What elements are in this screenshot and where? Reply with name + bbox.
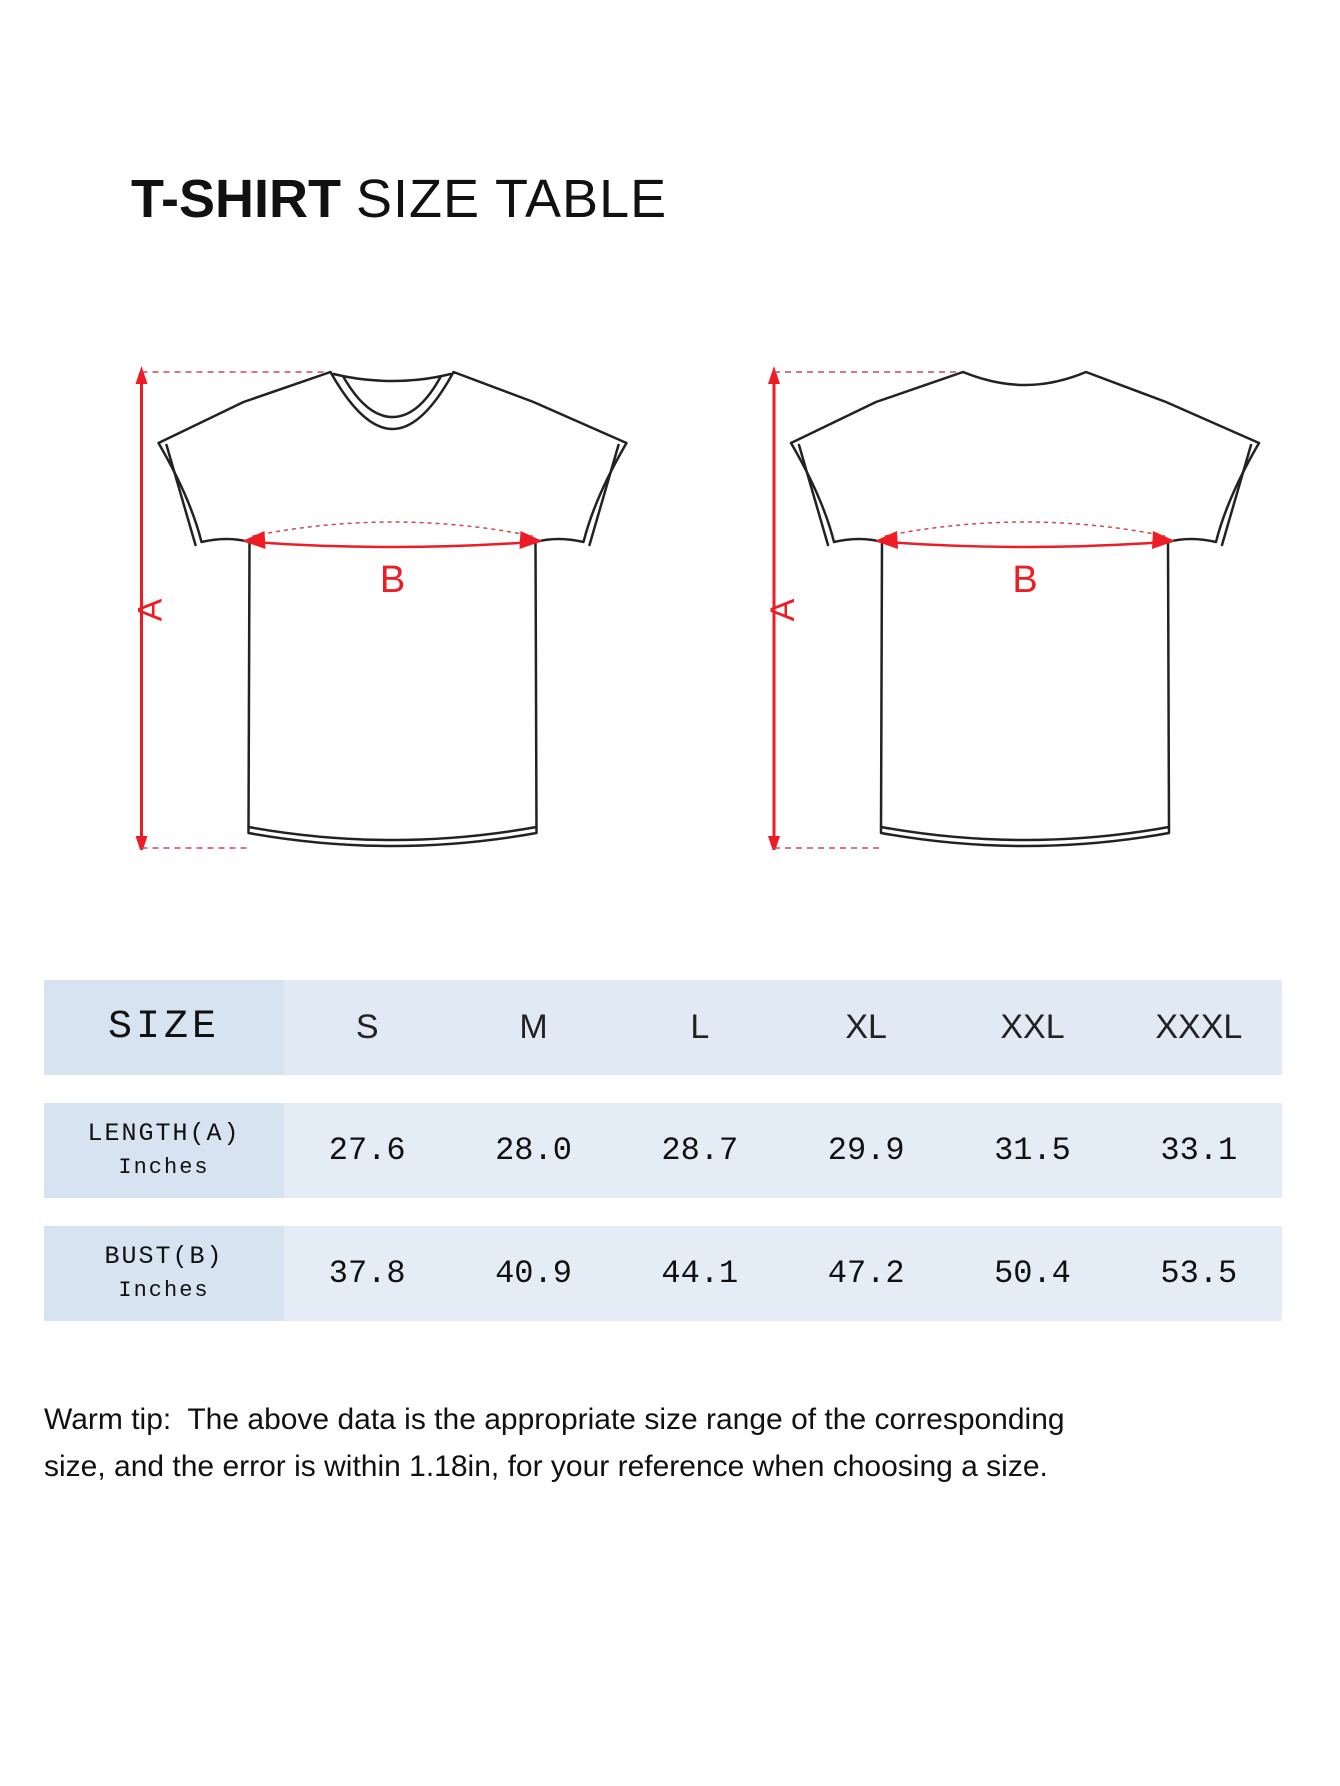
svg-text:A: A bbox=[131, 598, 169, 621]
svg-text:B: B bbox=[1012, 559, 1037, 601]
svg-text:B: B bbox=[380, 559, 405, 601]
svg-text:A: A bbox=[764, 598, 802, 621]
